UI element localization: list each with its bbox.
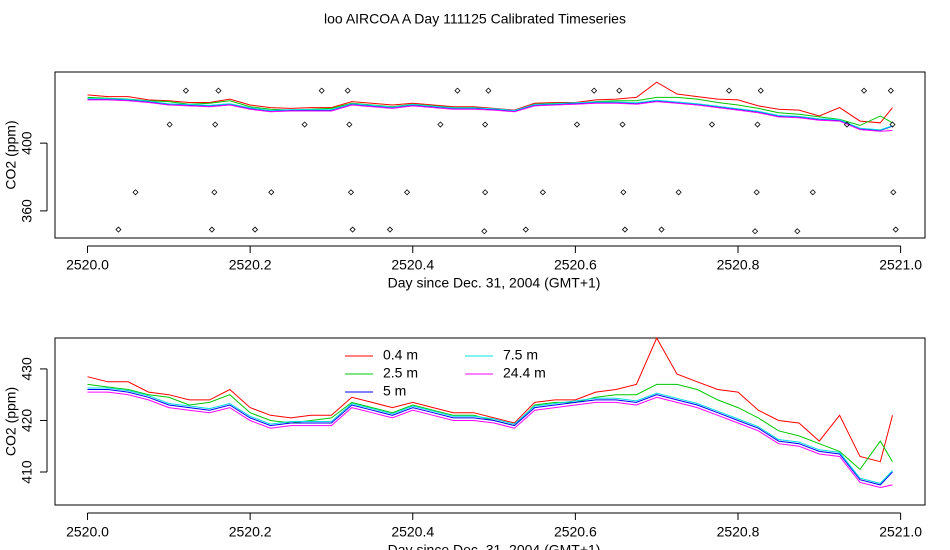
x-tick-label: 2520.8	[717, 524, 760, 540]
series-line	[87, 387, 893, 484]
point	[482, 189, 489, 196]
point	[757, 87, 764, 94]
point	[215, 87, 222, 94]
legend-label: 24.4 m	[503, 365, 546, 381]
point	[211, 189, 218, 196]
plot-box	[54, 337, 926, 506]
x-axis-label: Day since Dec. 31, 2004 (GMT+1)	[388, 275, 601, 291]
y-tick-label: 430	[19, 357, 35, 381]
point	[437, 121, 444, 128]
series-line	[87, 98, 893, 131]
plot-box	[54, 71, 926, 239]
x-tick-label: 2520.4	[391, 257, 434, 273]
point	[346, 121, 353, 128]
chart-title: loo AIRCOA A Day 111125 Calibrated Times…	[324, 11, 626, 27]
point	[620, 189, 627, 196]
x-tick-label: 2520.0	[66, 524, 109, 540]
x-tick-label: 2520.2	[229, 524, 272, 540]
point	[809, 189, 816, 196]
point	[794, 228, 801, 235]
point	[347, 189, 355, 196]
y-axis-label: CO2 (ppm)	[3, 387, 19, 456]
point	[619, 121, 626, 128]
point	[454, 87, 461, 94]
x-tick-label: 2521.0	[879, 257, 922, 273]
x-tick-label: 2520.4	[391, 524, 434, 540]
point	[591, 87, 598, 94]
point	[887, 87, 894, 94]
x-tick-label: 2520.8	[717, 257, 760, 273]
point	[573, 121, 581, 128]
x-tick-label: 2521.0	[879, 524, 922, 540]
point	[166, 121, 173, 128]
point	[751, 228, 759, 235]
point	[843, 121, 851, 128]
point	[616, 87, 623, 94]
point	[268, 189, 275, 196]
series-line	[87, 336, 893, 463]
point	[344, 87, 351, 94]
y-tick-label: 410	[19, 460, 35, 484]
point	[860, 87, 868, 94]
point	[522, 226, 529, 233]
legend-label: 0.4 m	[383, 347, 418, 363]
series-line	[87, 389, 893, 486]
x-tick-label: 2520.6	[554, 524, 597, 540]
point	[725, 87, 733, 94]
point	[115, 226, 122, 233]
point	[403, 189, 411, 196]
point	[251, 226, 259, 233]
point	[485, 87, 492, 94]
y-tick-label: 360	[19, 199, 35, 223]
point	[890, 189, 897, 196]
legend-label: 2.5 m	[383, 365, 418, 381]
point	[892, 226, 899, 233]
point	[658, 226, 665, 233]
point	[482, 121, 489, 128]
point	[182, 87, 189, 94]
point	[754, 121, 761, 128]
point	[675, 189, 682, 196]
point	[539, 189, 546, 196]
y-axis-label: CO2 (ppm)	[3, 120, 19, 189]
x-axis-label: Day since Dec. 31, 2004 (GMT+1)	[388, 542, 601, 550]
series-line	[87, 391, 893, 489]
series-line	[87, 99, 893, 132]
point	[208, 226, 215, 233]
legend-label: 7.5 m	[503, 347, 538, 363]
point	[708, 121, 716, 128]
point	[132, 189, 139, 196]
y-tick-label: 420	[19, 409, 35, 433]
point	[301, 121, 308, 128]
point	[889, 121, 896, 128]
point	[621, 226, 629, 233]
point	[386, 226, 394, 233]
point	[753, 189, 760, 196]
y-tick-label: 400	[19, 131, 35, 155]
point	[318, 87, 325, 94]
x-tick-label: 2520.2	[229, 257, 272, 273]
point	[212, 121, 219, 128]
legend-label: 5 m	[383, 383, 406, 399]
x-tick-label: 2520.6	[554, 257, 597, 273]
point	[481, 228, 488, 235]
point	[349, 226, 356, 233]
x-tick-label: 2520.0	[66, 257, 109, 273]
